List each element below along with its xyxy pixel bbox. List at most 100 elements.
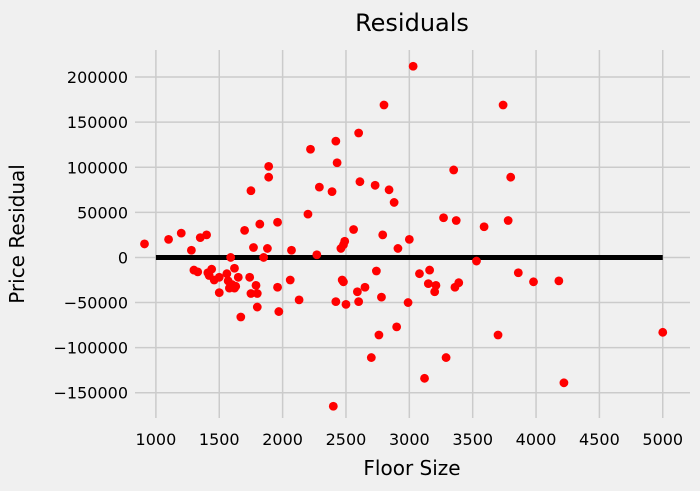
residual-point bbox=[513, 268, 523, 278]
y-axis-tick-labels: −150000 −100000 −50000 0 50000 100000 150000 20… bbox=[54, 68, 128, 403]
plot-area bbox=[135, 50, 690, 418]
residual-point bbox=[349, 225, 358, 234]
residual-point bbox=[251, 281, 261, 290]
residual-point bbox=[384, 185, 394, 195]
residual-point bbox=[354, 128, 364, 138]
residual-point bbox=[503, 216, 513, 225]
residual-point bbox=[449, 165, 459, 175]
residual-point bbox=[186, 245, 196, 255]
residual-point bbox=[331, 136, 341, 146]
x-tick-label: 1000 bbox=[136, 430, 177, 449]
residual-point bbox=[274, 307, 284, 316]
residual-point bbox=[252, 289, 262, 298]
y-tick-label: 0 bbox=[118, 248, 128, 267]
residual-point bbox=[226, 253, 236, 262]
residual-point bbox=[379, 100, 389, 110]
y-tick-label: −150000 bbox=[54, 384, 128, 403]
residual-point bbox=[389, 198, 399, 207]
residual-point bbox=[287, 245, 296, 255]
x-axis-label: Floor Size bbox=[363, 456, 460, 480]
y-tick-label: −50000 bbox=[64, 294, 128, 313]
residual-point bbox=[312, 250, 322, 260]
y-tick-label: 50000 bbox=[77, 203, 128, 222]
residual-point bbox=[328, 401, 338, 411]
y-tick-label: 100000 bbox=[67, 158, 128, 177]
residual-point bbox=[371, 266, 381, 276]
x-tick-label: 1500 bbox=[199, 430, 240, 449]
residual-point bbox=[454, 278, 464, 288]
residual-point bbox=[493, 330, 503, 340]
residual-point bbox=[236, 312, 246, 322]
residual-point bbox=[255, 219, 265, 229]
residual-point bbox=[472, 256, 481, 266]
residual-point bbox=[366, 353, 376, 362]
residual-point bbox=[354, 297, 364, 307]
residual-point bbox=[230, 263, 239, 273]
residual-point bbox=[193, 267, 203, 277]
x-axis-tick-labels: 1000 1500 2000 2500 3000 3500 4000 4500 5000 bbox=[136, 430, 684, 449]
residual-point bbox=[451, 216, 461, 225]
residual-point bbox=[332, 158, 342, 168]
residual-point bbox=[264, 172, 274, 182]
residual-point bbox=[240, 225, 250, 235]
residual-point bbox=[331, 297, 341, 307]
residual-point bbox=[252, 302, 262, 312]
residual-point bbox=[529, 277, 538, 287]
residual-point bbox=[259, 253, 269, 262]
residual-point bbox=[420, 373, 429, 383]
residual-points bbox=[140, 61, 668, 411]
residual-point bbox=[370, 180, 380, 190]
residual-point bbox=[263, 244, 272, 253]
residual-point bbox=[498, 100, 508, 110]
residual-point bbox=[207, 264, 217, 274]
residual-point bbox=[176, 228, 186, 238]
residual-point bbox=[273, 217, 282, 227]
residual-point bbox=[360, 282, 370, 292]
y-tick-label: 150000 bbox=[67, 113, 128, 132]
residual-point bbox=[374, 330, 384, 340]
residual-point bbox=[233, 272, 243, 282]
residual-point bbox=[431, 281, 441, 290]
residual-point bbox=[294, 295, 304, 305]
residual-point bbox=[306, 144, 315, 154]
residual-point bbox=[403, 298, 413, 307]
residual-point bbox=[231, 281, 241, 291]
residual-point bbox=[393, 244, 403, 253]
residual-point bbox=[404, 235, 414, 244]
x-tick-label: 3000 bbox=[389, 430, 430, 449]
residual-point bbox=[392, 322, 402, 332]
x-tick-label: 3500 bbox=[452, 430, 493, 449]
grid-lines bbox=[135, 50, 690, 418]
residual-point bbox=[303, 209, 313, 219]
residual-point bbox=[202, 230, 211, 240]
residual-point bbox=[339, 277, 348, 287]
residual-point bbox=[423, 279, 433, 289]
residual-point bbox=[140, 239, 149, 249]
residual-point bbox=[415, 269, 424, 279]
y-axis-label: Price Residual bbox=[5, 164, 29, 304]
residual-point bbox=[314, 182, 324, 192]
chart-title: Residuals bbox=[355, 9, 469, 37]
residual-point bbox=[214, 272, 224, 282]
residual-point bbox=[408, 61, 418, 71]
residual-point bbox=[559, 378, 569, 388]
residual-point bbox=[273, 282, 282, 292]
residual-point bbox=[506, 172, 516, 182]
residual-point bbox=[249, 243, 258, 252]
residual-point bbox=[327, 187, 337, 197]
x-tick-label: 2500 bbox=[326, 430, 367, 449]
residual-point bbox=[340, 236, 350, 246]
residual-point bbox=[246, 289, 256, 298]
x-tick-label: 5000 bbox=[642, 430, 683, 449]
residual-point bbox=[164, 235, 173, 244]
residual-point bbox=[245, 272, 255, 282]
residual-point bbox=[377, 292, 386, 302]
y-tick-label: −100000 bbox=[54, 339, 128, 358]
residual-point bbox=[341, 299, 351, 309]
residual-point bbox=[355, 177, 365, 187]
residual-point bbox=[246, 186, 256, 196]
residual-point bbox=[285, 275, 295, 285]
residual-point bbox=[554, 276, 564, 286]
residual-point bbox=[352, 287, 362, 297]
residual-point bbox=[378, 230, 388, 240]
